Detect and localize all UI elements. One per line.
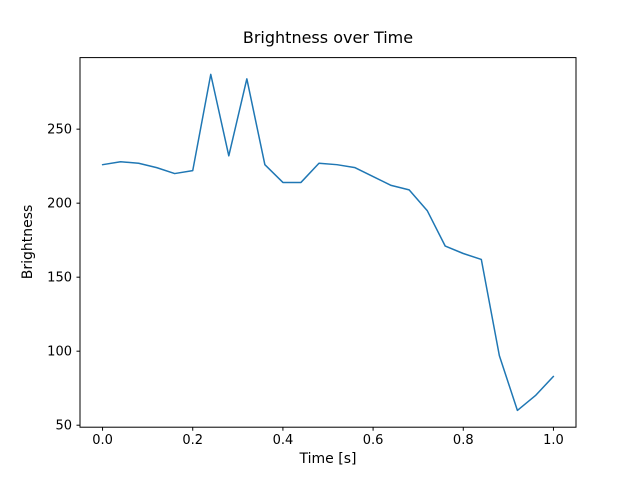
x-tick-label: 0.0 <box>92 433 113 448</box>
x-tick-label: 0.6 <box>363 433 384 448</box>
chart-title: Brightness over Time <box>242 28 414 47</box>
y-axis-label: Brightness <box>20 204 36 280</box>
y-tick-label: 200 <box>47 197 72 212</box>
axes-frame <box>79 57 577 428</box>
x-tick-label: 1.0 <box>543 433 564 448</box>
x-tick-label: 0.4 <box>273 433 294 448</box>
y-tick-label: 50 <box>55 419 72 434</box>
x-tick-label: 0.2 <box>182 433 203 448</box>
data-series-line <box>101 73 555 412</box>
y-tick-label: 100 <box>47 345 72 360</box>
y-tick-label: 150 <box>47 271 72 286</box>
x-tick-label: 0.8 <box>453 433 474 448</box>
x-axis-label: Time [s] <box>299 451 357 467</box>
y-tick-label: 250 <box>47 123 72 138</box>
